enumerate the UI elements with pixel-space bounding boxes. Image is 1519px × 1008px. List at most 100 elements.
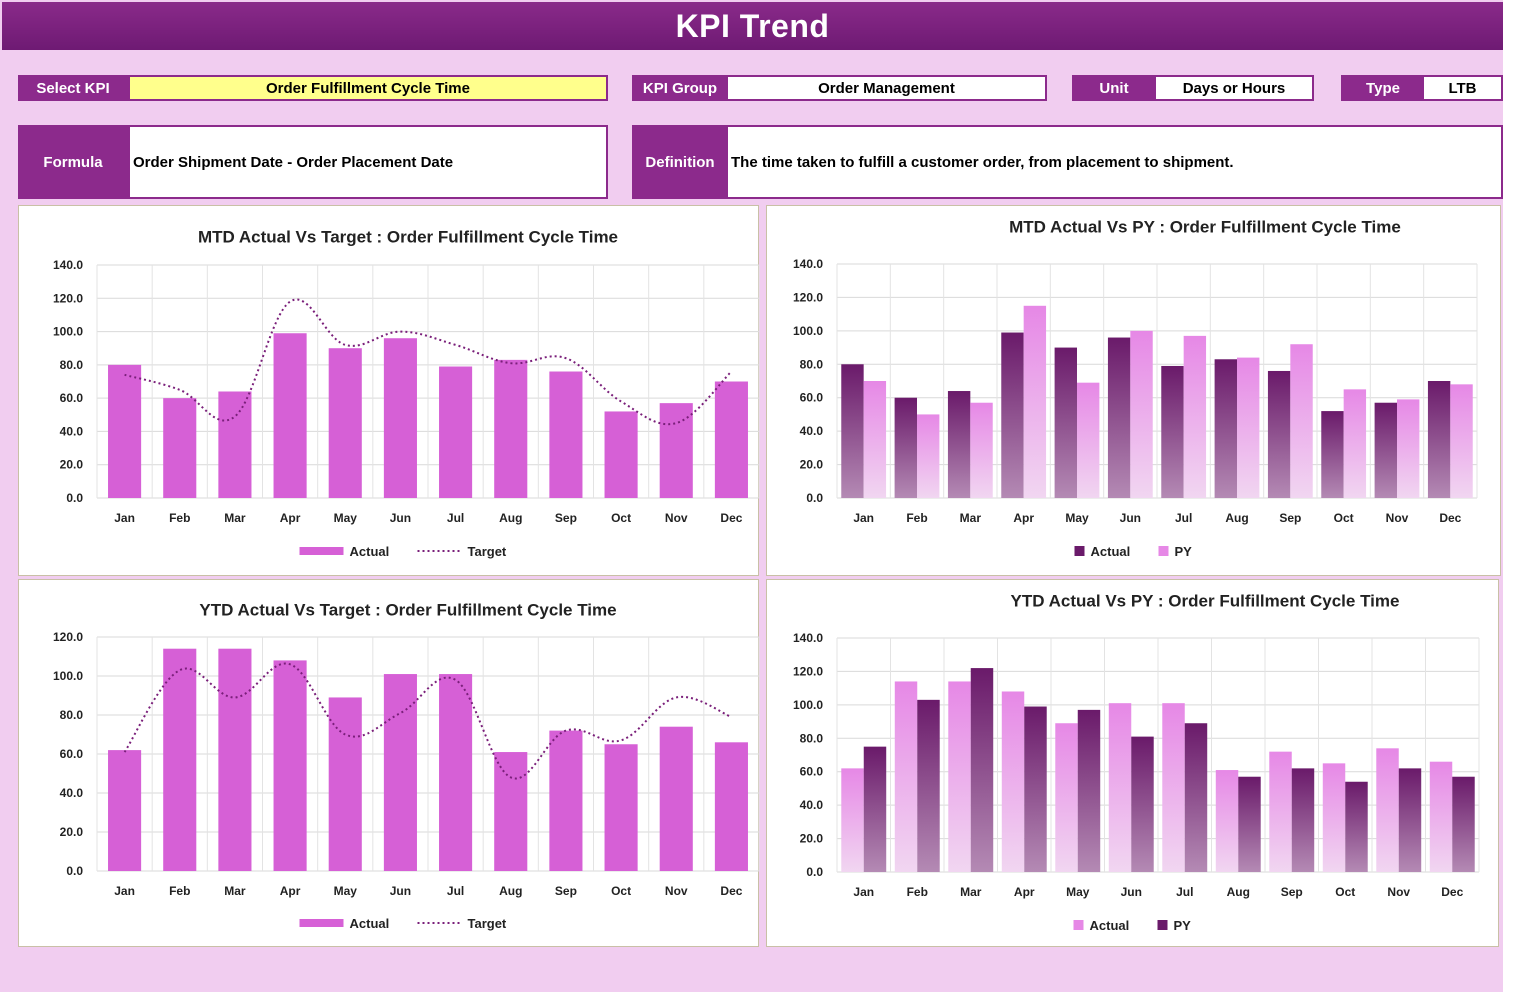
bar-py[interactable] [1450,384,1473,498]
bar-py[interactable] [1345,781,1368,872]
bar-actual[interactable] [947,391,971,498]
bar-actual[interactable] [439,674,473,871]
bar-actual[interactable] [549,730,583,871]
bar-py[interactable] [970,668,994,872]
bar-py[interactable] [1184,723,1208,872]
chart-ytd-actual-vs-target[interactable]: YTD Actual Vs Target : Order Fulfillment… [18,579,760,947]
bar-actual[interactable] [218,648,252,871]
bar-actual[interactable] [1321,411,1344,498]
bar-actual[interactable] [1214,359,1237,498]
bar-py[interactable] [1024,706,1047,872]
bar-actual[interactable] [273,333,307,498]
bar-actual[interactable] [841,364,864,498]
x-tick-label: Jun [390,511,411,525]
bar-py[interactable] [970,402,993,498]
bar-actual[interactable] [1322,763,1346,872]
bar-actual[interactable] [1374,402,1397,498]
bar-actual[interactable] [841,768,864,872]
bar-py[interactable] [1398,768,1422,872]
bar-actual[interactable] [163,398,197,498]
y-tick-label: 120.0 [793,664,823,678]
bar-actual[interactable] [383,674,417,871]
bar-actual[interactable] [604,744,638,871]
bar-actual[interactable] [1215,770,1239,872]
bar-actual[interactable] [439,366,473,498]
bar-actual[interactable] [1055,723,1078,872]
y-tick-label: 100.0 [53,669,83,683]
bar-actual[interactable] [108,750,142,871]
legend-item-actual[interactable]: Actual [1074,544,1131,559]
bar-py[interactable] [1343,389,1367,498]
y-tick-label: 60.0 [800,391,824,405]
bar-actual[interactable] [1001,332,1024,498]
y-tick-label: 40.0 [60,786,84,800]
legend-item-py[interactable]: PY [1158,544,1193,559]
bar-actual[interactable] [659,726,693,871]
bar-actual[interactable] [659,403,693,498]
bar-py[interactable] [1397,399,1420,498]
bar-actual[interactable] [494,359,528,498]
bar-py[interactable] [1237,357,1260,498]
bar-actual[interactable] [273,660,307,871]
bar-py[interactable] [1183,335,1207,498]
line-target[interactable] [124,298,733,426]
chart-mtd-actual-vs-py[interactable]: MTD Actual Vs PY : Order Fulfillment Cyc… [766,205,1501,576]
legend-item-py[interactable]: PY [1157,918,1192,933]
x-tick-label: May [1066,885,1090,899]
bar-actual[interactable] [1376,748,1399,872]
bar-actual[interactable] [714,742,748,871]
bar-py[interactable] [863,381,887,498]
select-kpi-dropdown[interactable]: Order Fulfillment Cycle Time [128,75,608,101]
bar-actual[interactable] [948,681,971,872]
bar-actual[interactable] [1267,370,1291,498]
legend-item-actual[interactable]: Actual [299,544,390,559]
legend-item-target[interactable]: Target [417,544,507,559]
window-edge-bottom [0,992,1519,1008]
bar-py[interactable] [1131,736,1154,872]
bar-py[interactable] [1130,330,1153,498]
chart-title: MTD Actual Vs Target : Order Fulfillment… [198,227,618,246]
legend-item-actual[interactable]: Actual [1073,918,1130,933]
bar-actual[interactable] [328,348,362,498]
bar-actual[interactable] [894,397,917,498]
bar-py[interactable] [863,746,887,872]
svg-text:PY: PY [1174,918,1192,933]
bar-py[interactable] [1238,776,1261,872]
bar-actual[interactable] [1427,381,1451,498]
bar-actual[interactable] [218,391,252,498]
legend-item-target[interactable]: Target [417,916,507,931]
bar-py[interactable] [1291,768,1315,872]
bar-actual[interactable] [549,371,583,498]
bar-actual[interactable] [1107,337,1131,498]
bar-actual[interactable] [714,381,748,499]
bar-actual[interactable] [1429,761,1453,872]
chart-mtd-actual-vs-target[interactable]: MTD Actual Vs Target : Order Fulfillment… [18,205,760,576]
bar-actual[interactable] [163,648,197,871]
bar-py[interactable] [1077,709,1101,872]
bar-py[interactable] [917,414,940,498]
bar-actual[interactable] [1162,703,1185,872]
bar-actual[interactable] [1269,751,1292,872]
bar-actual[interactable] [1161,365,1184,498]
bar-actual[interactable] [108,364,142,498]
bar-py[interactable] [1023,305,1047,498]
bar-actual[interactable] [1108,703,1132,872]
legend-item-actual[interactable]: Actual [299,916,390,931]
bar-actual[interactable] [494,752,528,871]
select-kpi-label: Select KPI [18,75,128,101]
bar-py[interactable] [1452,776,1475,872]
y-tick-label: 20.0 [60,825,84,839]
bar-py[interactable] [917,699,940,872]
bar-actual[interactable] [1054,347,1077,498]
bar-actual[interactable] [383,338,417,498]
x-tick-label: Jul [447,884,464,898]
bar-py[interactable] [1077,382,1100,498]
svg-text:Actual: Actual [1090,918,1130,933]
bar-actual[interactable] [328,697,362,871]
chart-ytd-actual-vs-py[interactable]: YTD Actual Vs PY : Order Fulfillment Cyc… [766,579,1499,947]
bar-actual[interactable] [894,681,918,872]
bar-actual[interactable] [604,411,638,498]
bar-py[interactable] [1290,344,1313,498]
y-tick-label: 140.0 [793,631,823,645]
bar-actual[interactable] [1001,691,1025,872]
